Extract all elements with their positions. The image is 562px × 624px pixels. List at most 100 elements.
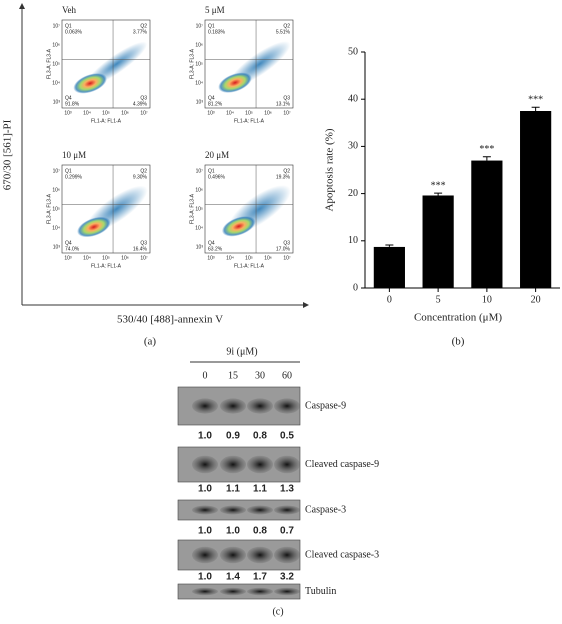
tick-label: 10⁷ (53, 168, 61, 174)
band (192, 455, 218, 474)
quadrant-name: Q3 (140, 240, 147, 246)
tick-label: 10⁴ (226, 110, 234, 116)
panel-label: (b) (452, 336, 465, 348)
tick-label: 10⁵ (245, 255, 253, 261)
quantification: 0.7 (280, 526, 294, 537)
bar (471, 160, 503, 288)
tick-label: 10³ (207, 110, 215, 116)
band (220, 398, 246, 414)
tick-label: 10³ (53, 244, 61, 250)
protein-name: Tubulin (305, 586, 336, 597)
tick-label: 10⁴ (195, 225, 203, 231)
quantification: 1.4 (226, 572, 240, 583)
quadrant-name: Q3 (140, 95, 147, 101)
band (247, 455, 273, 474)
protein-name: Caspase-3 (305, 504, 346, 515)
plot-title: 10 μM (62, 150, 86, 160)
band (192, 398, 218, 414)
tick-label: 10³ (196, 244, 204, 250)
error-bar (385, 244, 394, 247)
bar (520, 111, 552, 288)
bar (422, 195, 454, 288)
axis-label: 530/40 [488]-annexin V (117, 314, 223, 326)
quadrant-value: 0.496% (208, 174, 226, 180)
tick-label: 10⁴ (52, 225, 60, 231)
plot-title: 20 μM (205, 150, 229, 160)
tick-label: 10⁵ (195, 61, 203, 67)
tick-label: 10⁶ (195, 187, 203, 193)
quadrant-value: 0.183% (208, 29, 226, 35)
x-tick-label: 10 (482, 294, 492, 305)
tick-label: 10⁵ (52, 61, 60, 67)
quadrant-name: Q4 (208, 95, 215, 101)
quadrant-value: 13.1% (276, 101, 291, 107)
plot-x-label: FL1-A: FL1-A (234, 263, 265, 269)
lane-label: 60 (282, 370, 292, 381)
quadrant-name: Q4 (65, 95, 72, 101)
tick-label: 10³ (53, 99, 61, 105)
x-tick-label: 5 (436, 294, 441, 305)
tick-label: 10⁷ (196, 168, 204, 174)
tick-label: 10⁵ (195, 206, 203, 212)
protein-name: Cleaved caspase-9 (305, 459, 379, 470)
tick-label: 10⁷ (140, 110, 148, 116)
plot-title: 5 μM (205, 5, 225, 15)
quantification: 0.8 (253, 431, 267, 442)
panel-label: (a) (144, 336, 157, 348)
quadrant-name: Q4 (208, 240, 215, 246)
band (247, 398, 273, 414)
core (73, 73, 107, 94)
tick-label: 10³ (207, 255, 215, 261)
quadrant-name: Q1 (208, 23, 215, 29)
error-bar (434, 192, 443, 196)
quadrant-name: Q3 (283, 95, 290, 101)
tick-label: 10⁶ (264, 110, 272, 116)
band (220, 587, 246, 596)
plot-y-label: FL3-A: FL3-A (46, 193, 52, 224)
band (220, 455, 246, 474)
quadrant-name: Q1 (208, 168, 215, 174)
quantification: 1.7 (253, 572, 267, 583)
tick-label: 10⁴ (83, 110, 91, 116)
lane-label: 15 (228, 370, 238, 381)
band (192, 587, 218, 596)
core (218, 72, 252, 93)
band (247, 546, 273, 564)
panel-label: (c) (272, 606, 283, 617)
plot-y-label: FL3-A: FL3-A (189, 48, 195, 79)
quadrant-value: 91.8% (65, 101, 80, 107)
core (221, 216, 256, 237)
quantification: 0.8 (253, 526, 267, 537)
quantification: 1.0 (198, 526, 212, 537)
tick-label: 10⁴ (195, 80, 203, 86)
band (247, 505, 273, 515)
tick-label: 10³ (64, 255, 72, 261)
y-tick-label: 0 (353, 282, 358, 293)
band (192, 505, 218, 515)
x-tick-label: 0 (387, 294, 392, 305)
core (77, 216, 111, 238)
x-tick-label: 20 (531, 294, 541, 305)
band (192, 546, 218, 564)
y-tick-label: 30 (348, 141, 358, 152)
tick-label: 10⁵ (52, 206, 60, 212)
quadrant-name: Q1 (65, 23, 72, 29)
quantification: 1.0 (198, 431, 212, 442)
quadrant-value: 4.39% (133, 101, 148, 107)
axis-label: Concentration (μM) (414, 312, 502, 324)
band (274, 505, 300, 515)
band (220, 546, 246, 564)
band (274, 546, 300, 564)
tick-label: 10³ (196, 99, 204, 105)
quantification: 1.0 (226, 526, 240, 537)
protein-name: Caspase-9 (305, 400, 346, 411)
tick-label: 10⁵ (245, 110, 253, 116)
band (247, 587, 273, 596)
quadrant-value: 5.51% (276, 29, 291, 35)
tick-label: 10⁷ (53, 23, 61, 29)
quantification: 3.2 (280, 572, 294, 583)
tick-label: 10⁵ (102, 110, 110, 116)
y-tick-label: 20 (348, 188, 358, 199)
tick-label: 10⁶ (52, 42, 60, 48)
